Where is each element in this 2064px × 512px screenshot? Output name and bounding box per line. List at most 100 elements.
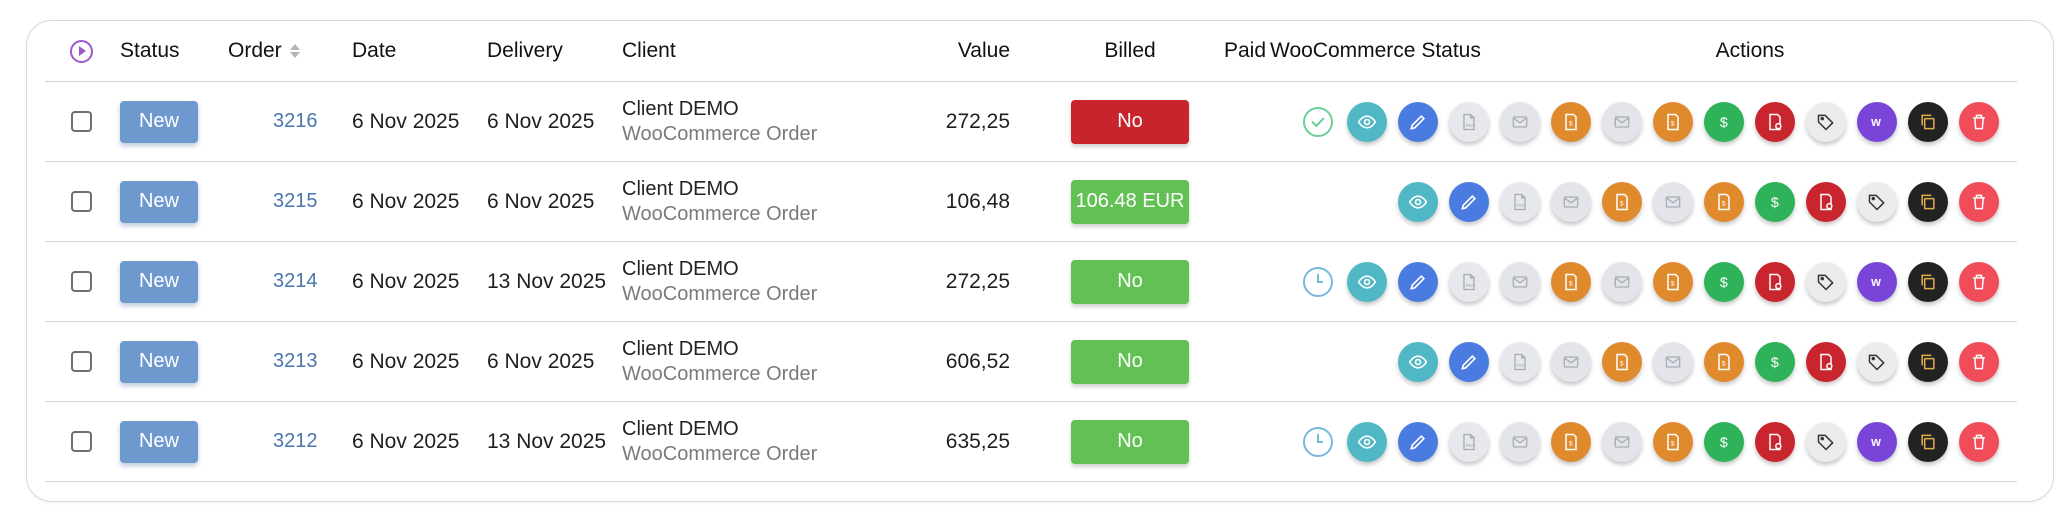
order-link[interactable]: 3212 [273, 430, 318, 452]
pdf-action-button[interactable]: PDF [1449, 261, 1489, 302]
billed-badge[interactable]: No [1071, 339, 1189, 384]
tag-action-button[interactable] [1806, 101, 1846, 142]
copy-action-button[interactable] [1908, 421, 1948, 462]
order-link[interactable]: 3213 [273, 350, 318, 372]
invoice-action-button[interactable]: $ [1551, 261, 1591, 302]
header-delivery[interactable]: Delivery [487, 39, 563, 62]
invoice-action-button[interactable]: $ [1653, 101, 1693, 142]
eye-action-button[interactable] [1347, 261, 1387, 302]
tag-icon [1816, 272, 1836, 292]
mail-action-button[interactable] [1551, 181, 1591, 222]
eye-action-button[interactable] [1398, 181, 1438, 222]
billed-badge[interactable]: 106.48 EUR [1071, 179, 1189, 224]
trash-action-button[interactable] [1959, 421, 1999, 462]
status-badge[interactable]: New [120, 260, 198, 303]
order-link[interactable]: 3216 [273, 110, 318, 132]
mail-action-button[interactable] [1500, 421, 1540, 462]
dollar-action-button[interactable]: $ [1704, 261, 1744, 302]
mail-action-button[interactable] [1602, 421, 1642, 462]
copy-action-button[interactable] [1908, 341, 1948, 382]
pencil-action-button[interactable] [1398, 421, 1438, 462]
eye-action-button[interactable] [1347, 421, 1387, 462]
header-paid[interactable]: Paid [1223, 39, 1267, 62]
copy-action-button[interactable] [1908, 261, 1948, 302]
sort-icon[interactable] [289, 44, 300, 58]
pdf-action-button[interactable]: PDF [1449, 421, 1489, 462]
refund-action-button[interactable] [1755, 421, 1795, 462]
invoice-action-button[interactable]: $ [1704, 181, 1744, 222]
trash-action-button[interactable] [1959, 261, 1999, 302]
header-client[interactable]: Client [622, 39, 676, 62]
dollar-action-button[interactable]: $ [1755, 181, 1795, 222]
status-badge[interactable]: New [120, 420, 198, 463]
pdf-action-button[interactable]: PDF [1500, 181, 1540, 222]
eye-action-button[interactable] [1347, 101, 1387, 142]
copy-action-button[interactable] [1908, 101, 1948, 142]
header-order[interactable]: Order [228, 21, 358, 81]
status-badge[interactable]: New [120, 100, 198, 143]
pdf-action-button[interactable]: PDF [1449, 101, 1489, 142]
eye-action-button[interactable] [1398, 341, 1438, 382]
dollar-action-button[interactable]: $ [1755, 341, 1795, 382]
header-billed[interactable]: Billed [1104, 39, 1156, 62]
pencil-action-button[interactable] [1398, 101, 1438, 142]
header-woo-status[interactable]: WooCommerce Status [1270, 39, 1481, 62]
invoice-action-button[interactable]: $ [1551, 101, 1591, 142]
invoice-action-button[interactable]: $ [1551, 421, 1591, 462]
row-checkbox[interactable] [70, 191, 92, 212]
status-badge[interactable]: New [120, 340, 198, 383]
row-checkbox[interactable] [70, 431, 92, 452]
dollar-icon: $ [1765, 352, 1785, 372]
billed-badge[interactable]: No [1071, 259, 1189, 304]
invoice-action-button[interactable]: $ [1602, 181, 1642, 222]
dollar-action-button[interactable]: $ [1704, 101, 1744, 142]
pencil-action-button[interactable] [1449, 181, 1489, 222]
header-date[interactable]: Date [352, 39, 397, 62]
woo-action-button[interactable]: w [1857, 101, 1897, 142]
pencil-action-button[interactable] [1449, 341, 1489, 382]
header-status[interactable]: Status [120, 39, 180, 62]
pencil-action-button[interactable] [1398, 261, 1438, 302]
row-checkbox[interactable] [70, 351, 92, 372]
play-icon[interactable] [69, 39, 93, 63]
trash-action-button[interactable] [1959, 181, 1999, 222]
pdf-action-button[interactable]: PDF [1500, 341, 1540, 382]
value-cell: 106,48 [945, 189, 1010, 213]
invoice-action-button[interactable]: $ [1602, 341, 1642, 382]
row-checkbox[interactable] [70, 111, 92, 132]
status-badge[interactable]: New [120, 180, 198, 223]
refund-action-button[interactable] [1806, 341, 1846, 382]
tag-action-button[interactable] [1857, 341, 1897, 382]
woo-action-button[interactable]: w [1857, 421, 1897, 462]
refund-action-button[interactable] [1755, 261, 1795, 302]
invoice-action-button[interactable]: $ [1653, 421, 1693, 462]
copy-action-button[interactable] [1908, 181, 1948, 222]
dollar-action-button[interactable]: $ [1704, 421, 1744, 462]
mail-action-button[interactable] [1500, 101, 1540, 142]
mail-action-button[interactable] [1653, 341, 1693, 382]
mail-action-button[interactable] [1602, 261, 1642, 302]
mail-action-button[interactable] [1551, 341, 1591, 382]
order-link[interactable]: 3215 [273, 190, 318, 212]
trash-action-button[interactable] [1959, 101, 1999, 142]
select-all-cell[interactable] [45, 21, 117, 81]
tag-action-button[interactable] [1806, 261, 1846, 302]
mail-action-button[interactable] [1602, 101, 1642, 142]
tag-action-button[interactable] [1857, 181, 1897, 222]
invoice-icon: $ [1612, 352, 1632, 372]
billed-badge[interactable]: No [1071, 99, 1189, 144]
value-cell: 272,25 [945, 109, 1010, 133]
order-link[interactable]: 3214 [273, 270, 318, 292]
header-value[interactable]: Value [957, 39, 1010, 62]
invoice-action-button[interactable]: $ [1704, 341, 1744, 382]
tag-action-button[interactable] [1806, 421, 1846, 462]
refund-action-button[interactable] [1755, 101, 1795, 142]
woo-action-button[interactable]: w [1857, 261, 1897, 302]
mail-action-button[interactable] [1653, 181, 1693, 222]
refund-action-button[interactable] [1806, 181, 1846, 222]
billed-badge[interactable]: No [1071, 419, 1189, 464]
mail-action-button[interactable] [1500, 261, 1540, 302]
invoice-action-button[interactable]: $ [1653, 261, 1693, 302]
row-checkbox[interactable] [70, 271, 92, 292]
trash-action-button[interactable] [1959, 341, 1999, 382]
